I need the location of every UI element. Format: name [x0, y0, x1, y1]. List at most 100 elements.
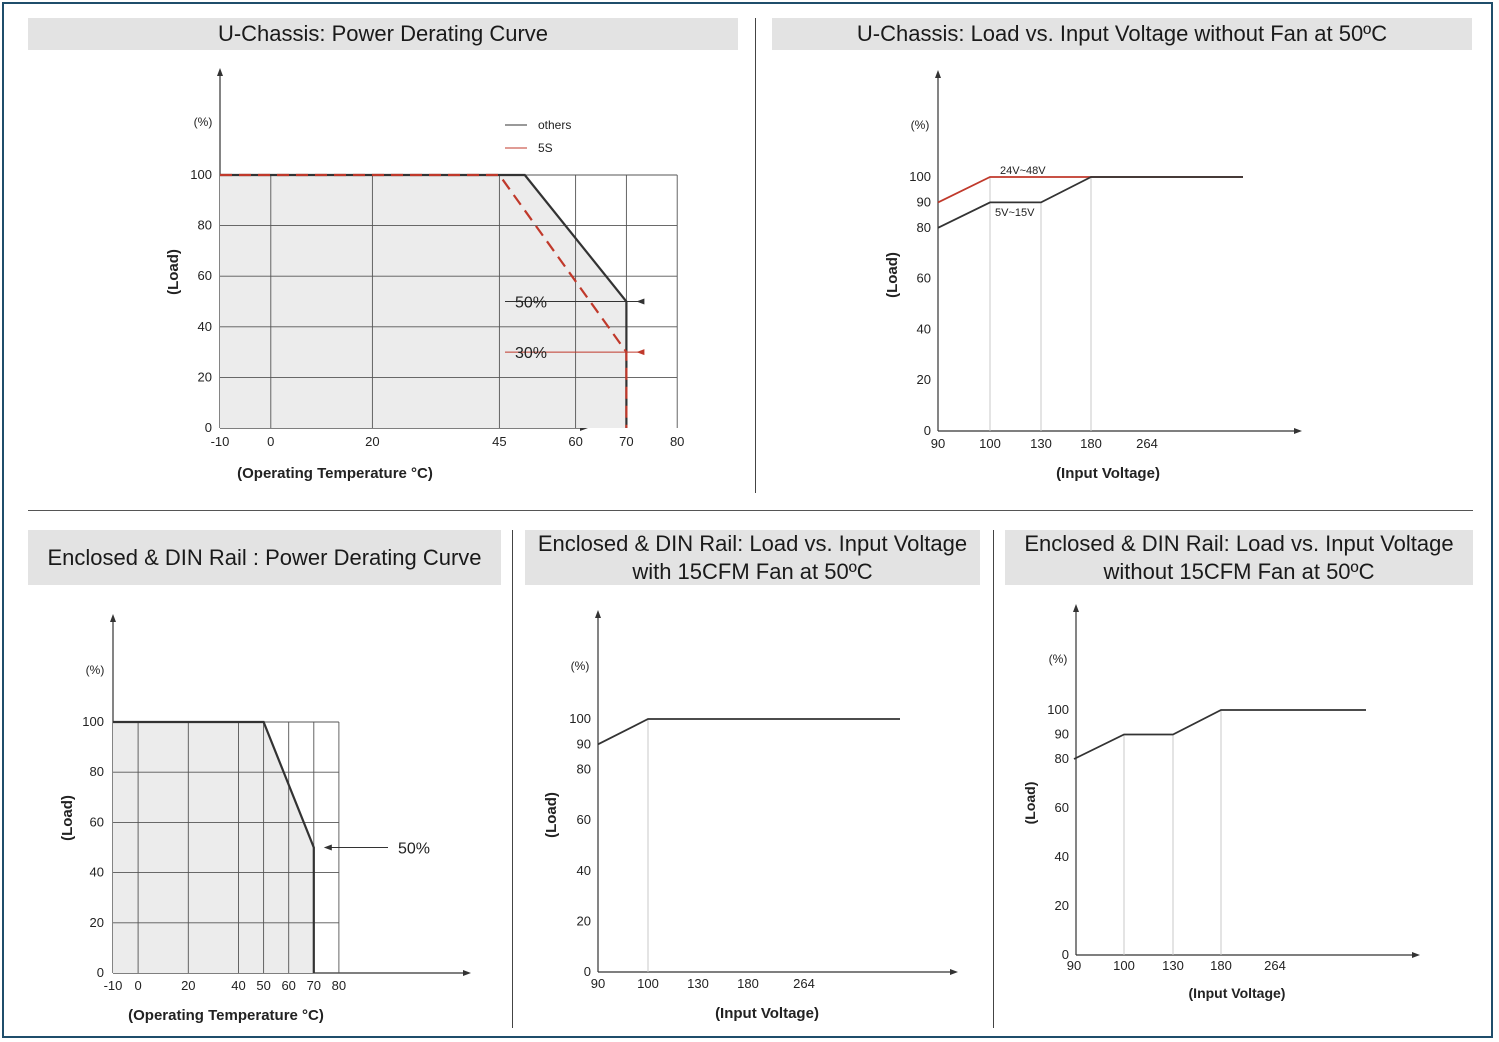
y-tick-label: 20 [917, 372, 931, 387]
x-tick-label: 60 [281, 978, 295, 993]
y-tick-label: 20 [1055, 898, 1069, 913]
y-tick-label: 100 [569, 711, 591, 726]
y-axis-label: (Load) [1022, 782, 1038, 825]
y-tick-label: 0 [205, 420, 212, 435]
panel-divider [993, 530, 994, 1028]
x-tick-label: 130 [687, 976, 709, 991]
series-line [113, 720, 315, 973]
y-axis-label: (Load) [543, 792, 560, 838]
chart-title: U-Chassis: Load vs. Input Voltage withou… [772, 18, 1472, 50]
x-tick-label: 50 [256, 978, 270, 993]
x-tick-label: 180 [1210, 958, 1232, 973]
x-tick-label: 264 [1136, 436, 1158, 451]
x-tick-label: -10 [211, 434, 230, 449]
panel-divider [755, 18, 756, 493]
x-axis-label: (Input Voltage) [1189, 985, 1286, 1001]
annotation-arrowhead [636, 298, 645, 305]
x-tick-label: 90 [931, 436, 945, 451]
series-line [937, 176, 1243, 229]
x-tick-label: 70 [619, 434, 633, 449]
x-tick-label: 60 [568, 434, 582, 449]
y-tick-label: 40 [90, 865, 104, 880]
y-tick-label: 20 [198, 369, 212, 384]
x-tick-label: 45 [492, 434, 506, 449]
x-tick-label: 180 [737, 976, 759, 991]
y-unit-label: (%) [86, 663, 105, 677]
x-tick-label: 264 [1264, 958, 1286, 973]
y-unit-label: (%) [1049, 652, 1068, 666]
y-tick-label: 0 [1062, 947, 1069, 962]
x-tick-label: 130 [1030, 436, 1052, 451]
y-tick-label: 60 [577, 812, 591, 827]
series-line [1073, 709, 1366, 760]
y-tick-label: 90 [1055, 727, 1069, 742]
x-tick-label: 20 [365, 434, 379, 449]
y-unit-label: (%) [194, 115, 213, 129]
y-tick-label: 20 [90, 915, 104, 930]
x-tick-label: 0 [267, 434, 274, 449]
y-tick-label: 60 [917, 271, 931, 286]
series-label: 24V~48V [1000, 165, 1046, 177]
x-tick-label: 0 [134, 978, 141, 993]
axis-arrow [1073, 604, 1079, 612]
chart-title: Enclosed & DIN Rail: Load vs. Input Volt… [525, 530, 980, 585]
y-unit-label: (%) [571, 659, 590, 673]
panel-divider [512, 530, 513, 1028]
chart-title: U-Chassis: Power Derating Curve [28, 18, 738, 50]
axis-arrow [1294, 428, 1302, 434]
y-tick-label: 80 [577, 762, 591, 777]
chart-title: Enclosed & DIN Rail : Power Derating Cur… [28, 530, 501, 585]
y-tick-label: 90 [917, 194, 931, 209]
x-tick-label: -10 [104, 978, 123, 993]
y-tick-label: 40 [198, 319, 212, 334]
x-axis-label: (Input Voltage) [715, 1005, 819, 1022]
y-tick-label: 90 [577, 736, 591, 751]
y-tick-label: 80 [917, 220, 931, 235]
y-tick-label: 80 [198, 218, 212, 233]
x-tick-label: 20 [181, 978, 195, 993]
y-tick-label: 100 [190, 167, 212, 182]
x-tick-label: 70 [307, 978, 321, 993]
annotation-arrowhead [323, 844, 332, 851]
y-unit-label: (%) [911, 118, 930, 132]
x-tick-label: 100 [637, 976, 659, 991]
x-tick-label: 40 [231, 978, 245, 993]
axis-arrow [595, 610, 601, 618]
x-tick-label: 264 [793, 976, 815, 991]
annotation-label: 30% [515, 345, 547, 362]
series-line [220, 173, 628, 428]
y-tick-label: 40 [917, 321, 931, 336]
axis-arrow [110, 614, 116, 622]
axis-arrow [1412, 952, 1420, 958]
y-tick-label: 100 [82, 714, 104, 729]
annotation-label: 50% [398, 841, 430, 858]
y-axis-label: (Load) [884, 252, 901, 298]
annotation-arrowhead [636, 349, 645, 356]
y-tick-label: 0 [97, 965, 104, 980]
series-line [597, 718, 900, 746]
x-tick-label: 90 [1067, 958, 1081, 973]
legend-label: others [538, 118, 571, 132]
y-tick-label: 80 [90, 764, 104, 779]
row-divider [28, 510, 1473, 511]
x-tick-label: 100 [979, 436, 1001, 451]
x-tick-label: 100 [1113, 958, 1135, 973]
y-axis-label: (Load) [59, 795, 76, 841]
y-tick-label: 40 [1055, 849, 1069, 864]
y-tick-label: 100 [1047, 702, 1069, 717]
x-axis-label: (Operating Temperature °C) [128, 1007, 324, 1024]
series-label: 5V~15V [995, 207, 1035, 219]
x-tick-label: 130 [1162, 958, 1184, 973]
y-tick-label: 20 [577, 913, 591, 928]
x-tick-label: 180 [1080, 436, 1102, 451]
axis-arrow [935, 70, 941, 78]
y-tick-label: 0 [584, 964, 591, 979]
y-tick-label: 80 [1055, 751, 1069, 766]
y-tick-label: 0 [924, 423, 931, 438]
